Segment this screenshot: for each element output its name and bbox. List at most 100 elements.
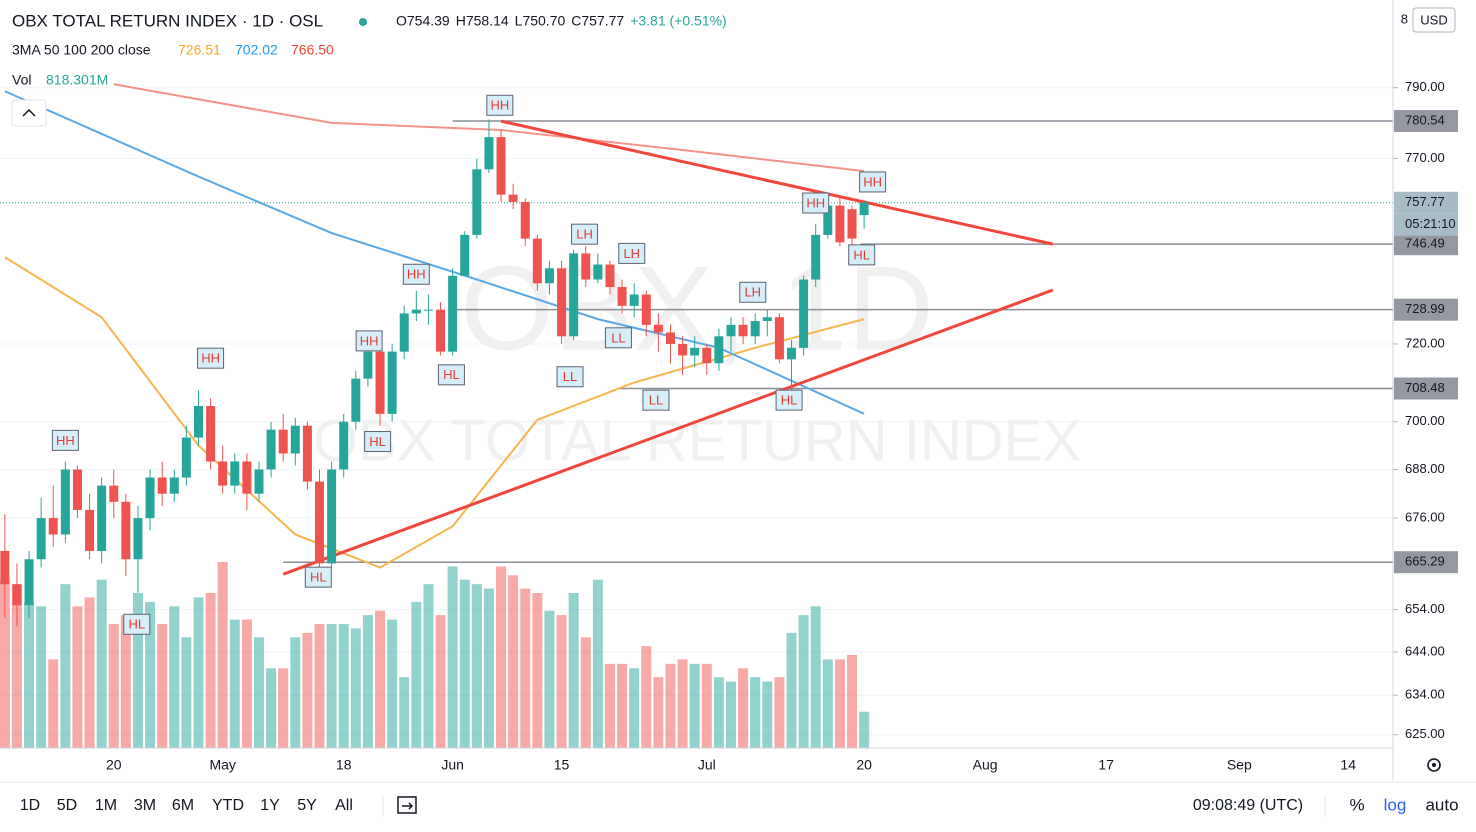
volume-bar bbox=[120, 615, 131, 748]
swing-label: HL bbox=[128, 617, 145, 632]
x-tick-label: 20 bbox=[856, 757, 872, 773]
range-button[interactable]: YTD bbox=[212, 797, 244, 814]
candle-body bbox=[193, 406, 203, 438]
currency-button[interactable] bbox=[1412, 7, 1456, 33]
candle-body bbox=[484, 137, 494, 170]
volume-bar bbox=[725, 681, 736, 748]
candle-body bbox=[762, 317, 772, 322]
ohlc-value: C757.77 bbox=[571, 13, 624, 29]
candle-body bbox=[835, 205, 845, 243]
candle-body bbox=[750, 321, 760, 337]
status-dot bbox=[359, 18, 367, 26]
volume-bar bbox=[157, 624, 168, 748]
volume-bar bbox=[338, 624, 349, 748]
range-button[interactable]: All bbox=[335, 797, 353, 814]
volume-bar bbox=[205, 593, 216, 748]
x-tick-label: Sep bbox=[1227, 757, 1252, 773]
candle-body bbox=[24, 559, 34, 606]
candle-body bbox=[799, 279, 809, 348]
candle-body bbox=[508, 194, 518, 202]
x-tick-label: 20 bbox=[106, 757, 122, 773]
candle-body bbox=[411, 309, 421, 314]
candle-body bbox=[605, 264, 615, 288]
swing-label-box bbox=[364, 431, 392, 453]
candle-body bbox=[787, 347, 797, 360]
swing-label-box bbox=[556, 366, 584, 388]
candle-body bbox=[48, 518, 58, 535]
range-button[interactable]: 6M bbox=[172, 797, 194, 814]
candle-body bbox=[532, 238, 542, 284]
volume-bar bbox=[822, 659, 833, 748]
volume-bar bbox=[483, 588, 494, 748]
candle-body bbox=[169, 477, 179, 494]
swing-label: LL bbox=[611, 330, 625, 345]
x-tick-label: May bbox=[209, 757, 235, 773]
x-tick-label: Jun bbox=[441, 757, 464, 773]
collapse-button[interactable] bbox=[11, 99, 47, 127]
log-toggle[interactable]: log bbox=[1384, 795, 1407, 814]
bottom-toolbar: 09:08:49 (UTC) % log auto 1D 5D 1M 3M 6M YTD 1… bbox=[20, 795, 1459, 817]
price-label-box bbox=[1394, 298, 1458, 321]
auto-toggle[interactable]: auto bbox=[1425, 795, 1458, 814]
swing-label-box bbox=[437, 364, 465, 386]
price-label-box bbox=[1394, 109, 1458, 132]
range-button[interactable]: 5D bbox=[57, 797, 77, 814]
swing-label-box bbox=[775, 389, 803, 411]
volume-bar bbox=[181, 637, 192, 748]
volume-bar bbox=[266, 668, 277, 748]
overlays bbox=[0, 83, 1393, 576]
volume-bar bbox=[471, 584, 482, 748]
volume-bar bbox=[314, 624, 325, 748]
candle-body bbox=[593, 264, 603, 280]
candle-body bbox=[738, 324, 748, 337]
y-tick-label: 688.00 bbox=[1405, 461, 1445, 476]
swing-label-box bbox=[51, 429, 79, 451]
volume-bar bbox=[592, 579, 603, 748]
swing-label: HH bbox=[806, 195, 825, 210]
candle-body bbox=[363, 351, 373, 379]
clock: 09:08:49 (UTC) bbox=[1193, 797, 1303, 814]
range-button[interactable]: 1Y bbox=[260, 797, 280, 814]
ohlc-value: L750.70 bbox=[515, 13, 566, 29]
candle-body bbox=[97, 485, 107, 551]
y-tick-label: 625.00 bbox=[1405, 726, 1445, 741]
percent-toggle[interactable]: % bbox=[1349, 795, 1364, 814]
swing-label: LL bbox=[563, 369, 577, 384]
range-button[interactable]: 1M bbox=[95, 797, 117, 814]
candle-body bbox=[85, 509, 95, 551]
candle-body bbox=[811, 234, 821, 280]
candle-body bbox=[206, 406, 216, 462]
arrow bbox=[402, 802, 414, 810]
candle-body bbox=[714, 336, 724, 364]
vol-value: 818.301M bbox=[46, 72, 108, 88]
y-tick-label: 676.00 bbox=[1405, 510, 1445, 525]
volume-bar bbox=[229, 619, 240, 748]
candle-body bbox=[266, 429, 276, 470]
price-label: 746.49 bbox=[1405, 236, 1445, 251]
candle-body bbox=[218, 461, 228, 486]
candle-body bbox=[641, 294, 651, 325]
volume-bar bbox=[847, 655, 858, 748]
swing-label: HH bbox=[56, 433, 75, 448]
calendar bbox=[397, 796, 417, 814]
date-range-icon[interactable] bbox=[397, 796, 417, 814]
volume-bar bbox=[641, 646, 652, 748]
swing-label: HH bbox=[360, 333, 379, 348]
swing-label: HL bbox=[781, 393, 798, 408]
range-button[interactable]: 3M bbox=[134, 797, 156, 814]
x-tick-label: 18 bbox=[336, 757, 352, 773]
volume-bar bbox=[132, 593, 143, 748]
y-tick-label: 700.00 bbox=[1405, 413, 1445, 428]
volume-bar bbox=[169, 606, 180, 748]
volume-bar bbox=[653, 677, 664, 748]
countdown: 05:21:10 bbox=[1405, 216, 1456, 231]
range-button[interactable]: 5Y bbox=[297, 797, 317, 814]
volume-bar bbox=[11, 584, 22, 748]
price-axis: 790.00 770.00 720.00 700.00 688.00 676.00 654.… bbox=[1393, 79, 1458, 741]
ohlc-value: O754.39 bbox=[396, 13, 450, 29]
trend-line bbox=[500, 119, 1054, 246]
swing-label: HL bbox=[369, 434, 386, 449]
range-button[interactable]: 1D bbox=[20, 797, 40, 814]
swing-label-box bbox=[802, 192, 830, 214]
settings-icon[interactable] bbox=[1427, 758, 1441, 772]
